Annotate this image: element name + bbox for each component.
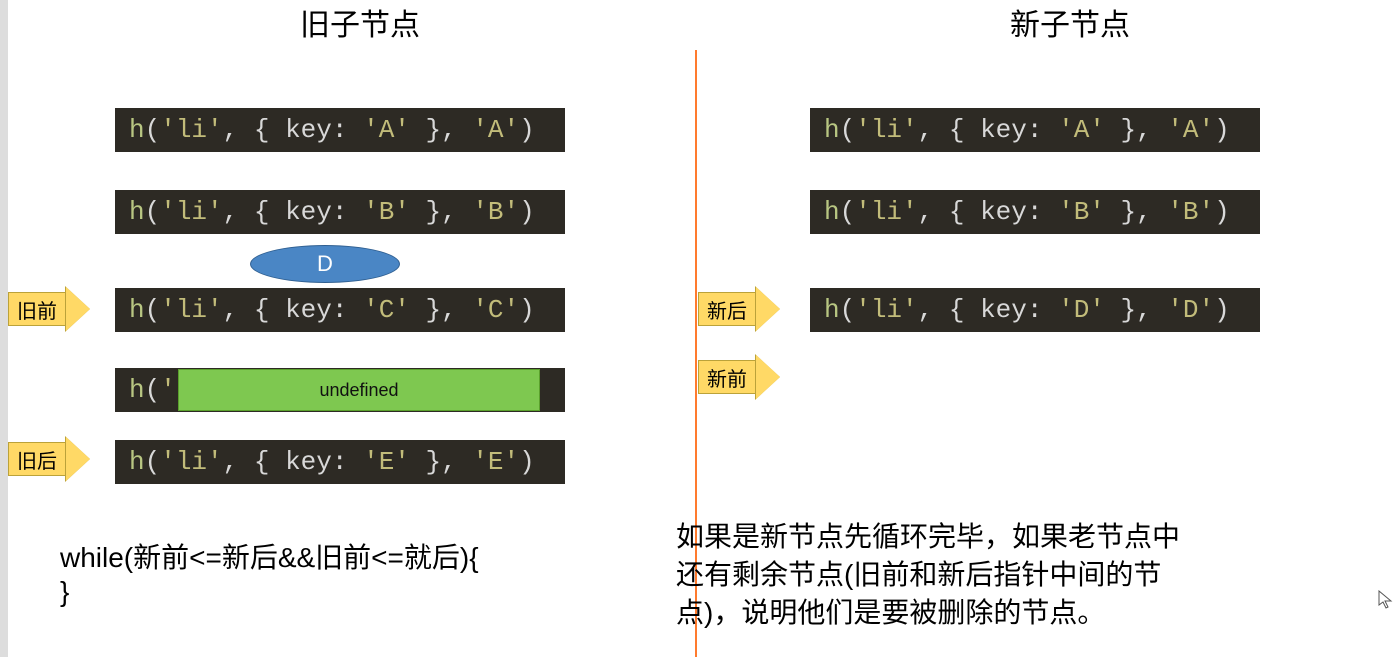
expl-line3: 点)，说明他们是要被删除的节点。: [676, 594, 1180, 632]
left-ruler: [0, 0, 8, 657]
title-old-children: 旧子节点: [300, 0, 420, 44]
arrow-head-icon: [66, 437, 90, 481]
title-new-children: 新子节点: [1010, 0, 1130, 44]
moved-node-badge: D: [250, 245, 400, 283]
mouse-cursor-icon: [1378, 590, 1394, 616]
pointer-label: 新后: [698, 292, 756, 326]
pointer-arrow: 旧后: [8, 440, 90, 478]
explanation-note: 如果是新节点先循环完毕，如果老节点中 还有剩余节点(旧前和新后指针中间的节 点)…: [676, 518, 1180, 631]
undefined-overlay: undefined: [178, 369, 540, 411]
new-node-row: h('li', { key: 'D' }, 'D'): [810, 288, 1260, 332]
pointer-label: 新前: [698, 360, 756, 394]
arrow-head-icon: [756, 355, 780, 399]
pointer-arrow: 旧前: [8, 290, 90, 328]
new-node-row: h('li', { key: 'B' }, 'B'): [810, 190, 1260, 234]
expl-line1: 如果是新节点先循环完毕，如果老节点中: [676, 518, 1180, 556]
expl-line2: 还有剩余节点(旧前和新后指针中间的节: [676, 556, 1180, 594]
new-node-row: h('li', { key: 'A' }, 'A'): [810, 108, 1260, 152]
pointer-arrow: 新前: [698, 358, 780, 396]
while-line2: }: [60, 576, 479, 608]
old-node-row: h('li', { key: 'C' }, 'C'): [115, 288, 565, 332]
old-node-row: h('li', { key: 'E' }, 'E'): [115, 440, 565, 484]
moved-node-label: D: [317, 251, 333, 277]
arrow-head-icon: [756, 287, 780, 331]
undefined-label: undefined: [319, 380, 398, 401]
arrow-head-icon: [66, 287, 90, 331]
pointer-label: 旧后: [8, 442, 66, 476]
old-node-row: h('li', { key: 'A' }, 'A'): [115, 108, 565, 152]
pointer-label: 旧前: [8, 292, 66, 326]
while-loop-note: while(新前<=新后&&旧前<=就后){ }: [60, 536, 479, 608]
pointer-arrow: 新后: [698, 290, 780, 328]
old-node-row: h('li', { key: 'B' }, 'B'): [115, 190, 565, 234]
while-line1: while(新前<=新后&&旧前<=就后){: [60, 536, 479, 576]
